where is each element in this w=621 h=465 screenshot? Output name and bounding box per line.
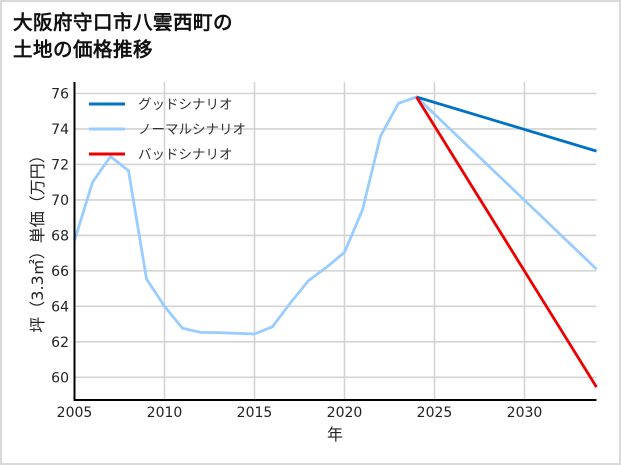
x-axis-ticks: 2005 2010 2015 2020 2025 2030 [57, 405, 543, 421]
legend-label: ノーマルシナリオ [138, 122, 246, 138]
y-tick-label: 62 [51, 335, 69, 351]
y-axis-ticks: 60 62 64 66 68 70 72 74 76 [51, 87, 69, 387]
y-tick-label: 66 [51, 264, 69, 280]
series-line-0 [416, 95, 597, 153]
y-axis-label: 坪（3.3㎡）単価（万円） [28, 147, 47, 332]
data-series [73, 95, 598, 388]
legend-label: バッドシナリオ [138, 147, 233, 163]
x-axis-label: 年 [327, 425, 343, 444]
y-tick-label: 72 [51, 157, 69, 173]
legend-label: グッドシナリオ [138, 97, 233, 113]
axes [73, 82, 597, 401]
x-tick-label: 2020 [327, 405, 363, 421]
grid-lines [74, 82, 597, 400]
x-tick-label: 2015 [237, 405, 273, 421]
series-line-1 [73, 95, 598, 336]
x-tick-label: 2005 [57, 405, 93, 421]
y-tick-label: 60 [51, 370, 69, 386]
x-tick-label: 2010 [147, 405, 183, 421]
y-tick-label: 68 [51, 228, 69, 244]
y-tick-label: 74 [51, 122, 69, 138]
chart-title: 大阪府守口市八雲西町の 土地の価格推移 [13, 11, 234, 61]
y-tick-label: 64 [51, 299, 69, 315]
x-tick-label: 2025 [417, 405, 453, 421]
y-tick-label: 76 [51, 87, 69, 103]
x-tick-label: 2030 [507, 405, 543, 421]
y-tick-label: 70 [51, 193, 69, 209]
series-line-2 [415, 96, 598, 388]
